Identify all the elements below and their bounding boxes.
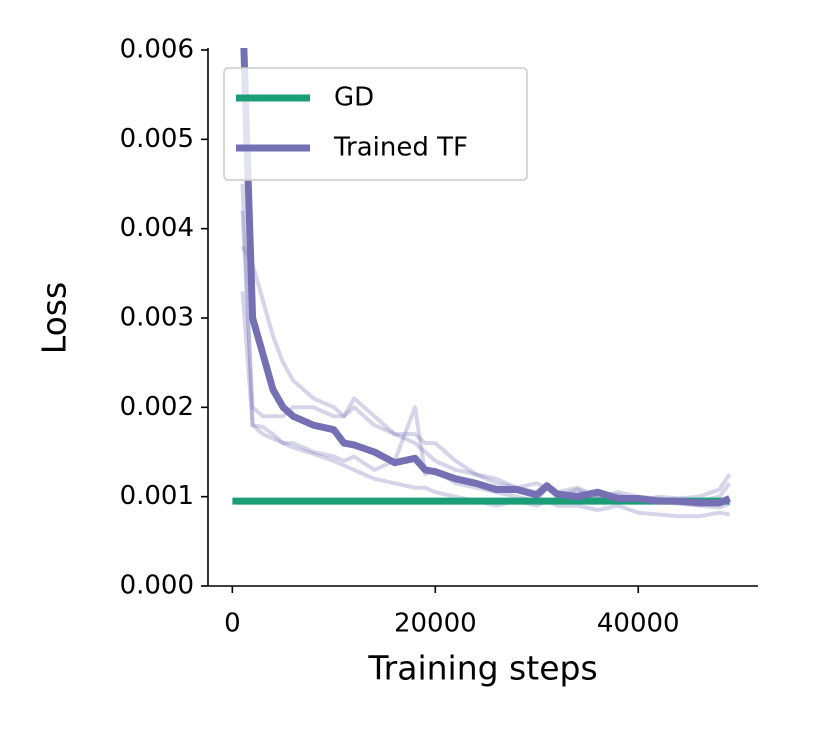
y-tick-label: 0.000 [120,571,194,601]
y-axis-label: Loss [35,282,74,354]
x-tick-label: 40000 [597,609,680,639]
y-tick-label: 0.006 [120,35,194,65]
x-tick-label: 0 [224,609,241,639]
legend-box [223,67,528,181]
series-line [240,48,731,507]
x-tick-label: 20000 [394,609,477,639]
run-line [240,210,732,504]
y-tick-label: 0.005 [120,124,194,154]
legend-label: Trained TF [333,133,468,163]
run-line [240,245,732,504]
y-tick-label: 0.001 [120,481,194,511]
run-line [240,291,730,519]
y-tick-label: 0.003 [120,303,194,333]
plot-area [232,48,732,519]
y-tick-label: 0.002 [120,392,194,422]
run-line [240,183,731,510]
x-axis-label: Training steps [367,649,597,688]
legend-label: GD [334,83,374,113]
y-tick-label: 0.004 [120,213,194,243]
